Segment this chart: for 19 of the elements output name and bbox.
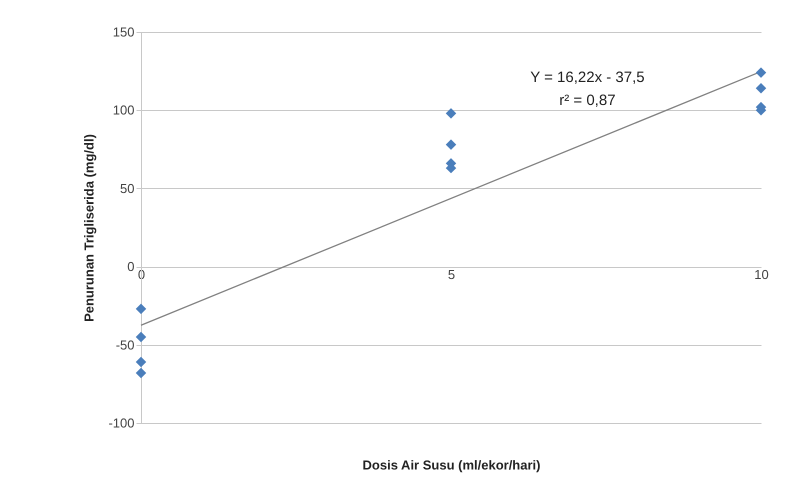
point	[136, 356, 146, 368]
annotation: r² = 0,87	[559, 92, 616, 109]
y-tick-label: 50	[120, 180, 134, 196]
x-tick-label: 10	[754, 267, 769, 282]
point	[136, 332, 146, 342]
y-tick-label: 100	[112, 102, 134, 118]
y-tick-label: -50	[116, 337, 134, 352]
point	[756, 67, 766, 78]
y-axis-title: Penurunan Trigliserida (mg/dl)	[81, 134, 96, 322]
y-tick-label: 150	[112, 24, 134, 40]
y-tick-label: -100	[108, 416, 134, 430]
annotation: Y = 16,22x - 37,5	[530, 69, 645, 86]
x-tick-label: 5	[448, 267, 456, 282]
x-axis-title: Dosis Air Susu (ml/ekor/hari)	[362, 458, 540, 472]
point	[136, 368, 146, 378]
point	[446, 108, 456, 119]
point	[756, 83, 766, 94]
point	[136, 304, 146, 314]
point	[446, 139, 456, 150]
